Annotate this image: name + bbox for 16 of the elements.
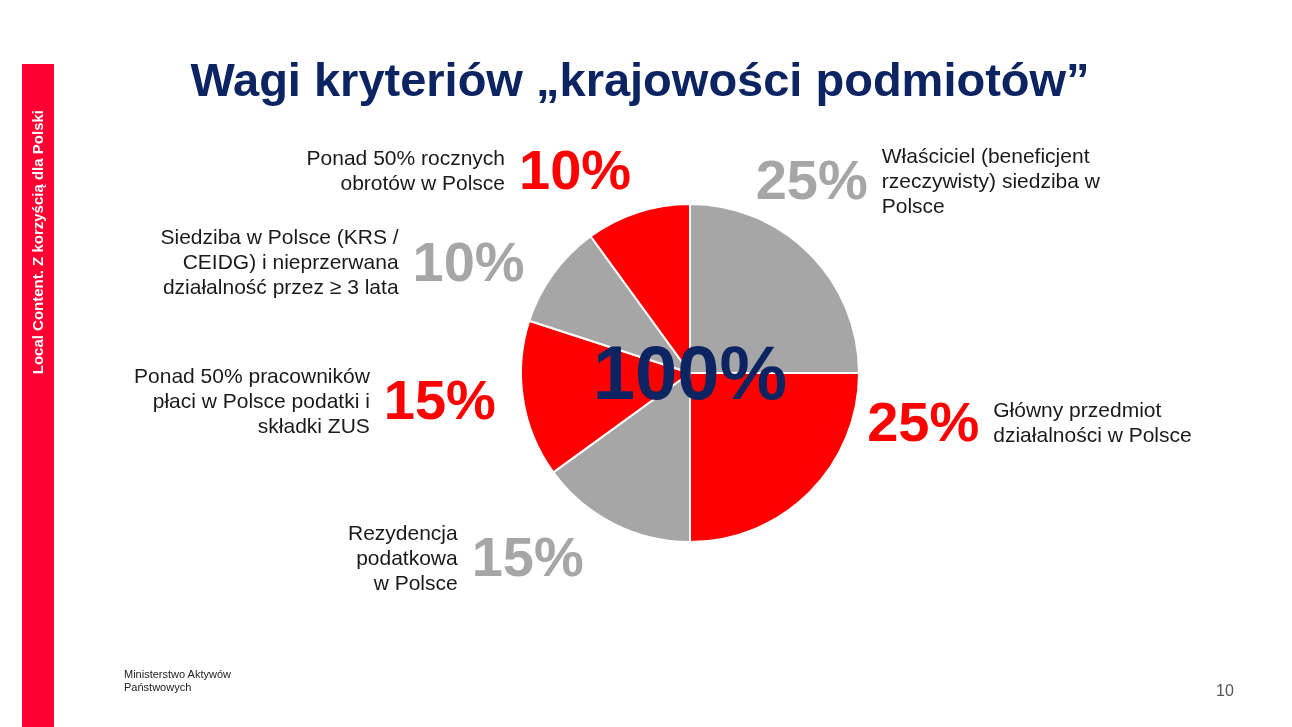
slice-label: Rezydencja podatkowa w Polsce <box>347 520 459 594</box>
slice-label: Ponad 50% pracowników płaci w Polsce podatki i składki ZUS <box>134 363 371 437</box>
slice-label: Siedziba w Polsce (KRS / CEIDG) i nieprzerwana działalność przez ≥ 3 lata <box>160 224 399 298</box>
slice-label: Właściciel (beneficjent rzeczywisty) siedziba w Polsce <box>881 143 1101 217</box>
chart-title: Wagi kryteriów „krajowości podmiotów” <box>189 53 1091 106</box>
slice-label: Główny przedmiot działalności w Polsce <box>993 398 1192 446</box>
data-label: 10% <box>412 229 525 293</box>
data-label: 10% <box>519 138 632 202</box>
text: 10 <box>1216 682 1234 700</box>
data-label: 25% <box>755 148 868 212</box>
slice-label: Ponad 50% rocznych obrotów w Polsce <box>306 146 506 195</box>
data-label: 15% <box>471 525 584 589</box>
text: Ministerstwo Aktywów Państwowych <box>124 668 232 694</box>
data-label: 15% <box>383 368 496 432</box>
data-label: 25% <box>867 390 980 454</box>
text: Local Content. Z korzyścią dla Polski <box>29 110 46 375</box>
